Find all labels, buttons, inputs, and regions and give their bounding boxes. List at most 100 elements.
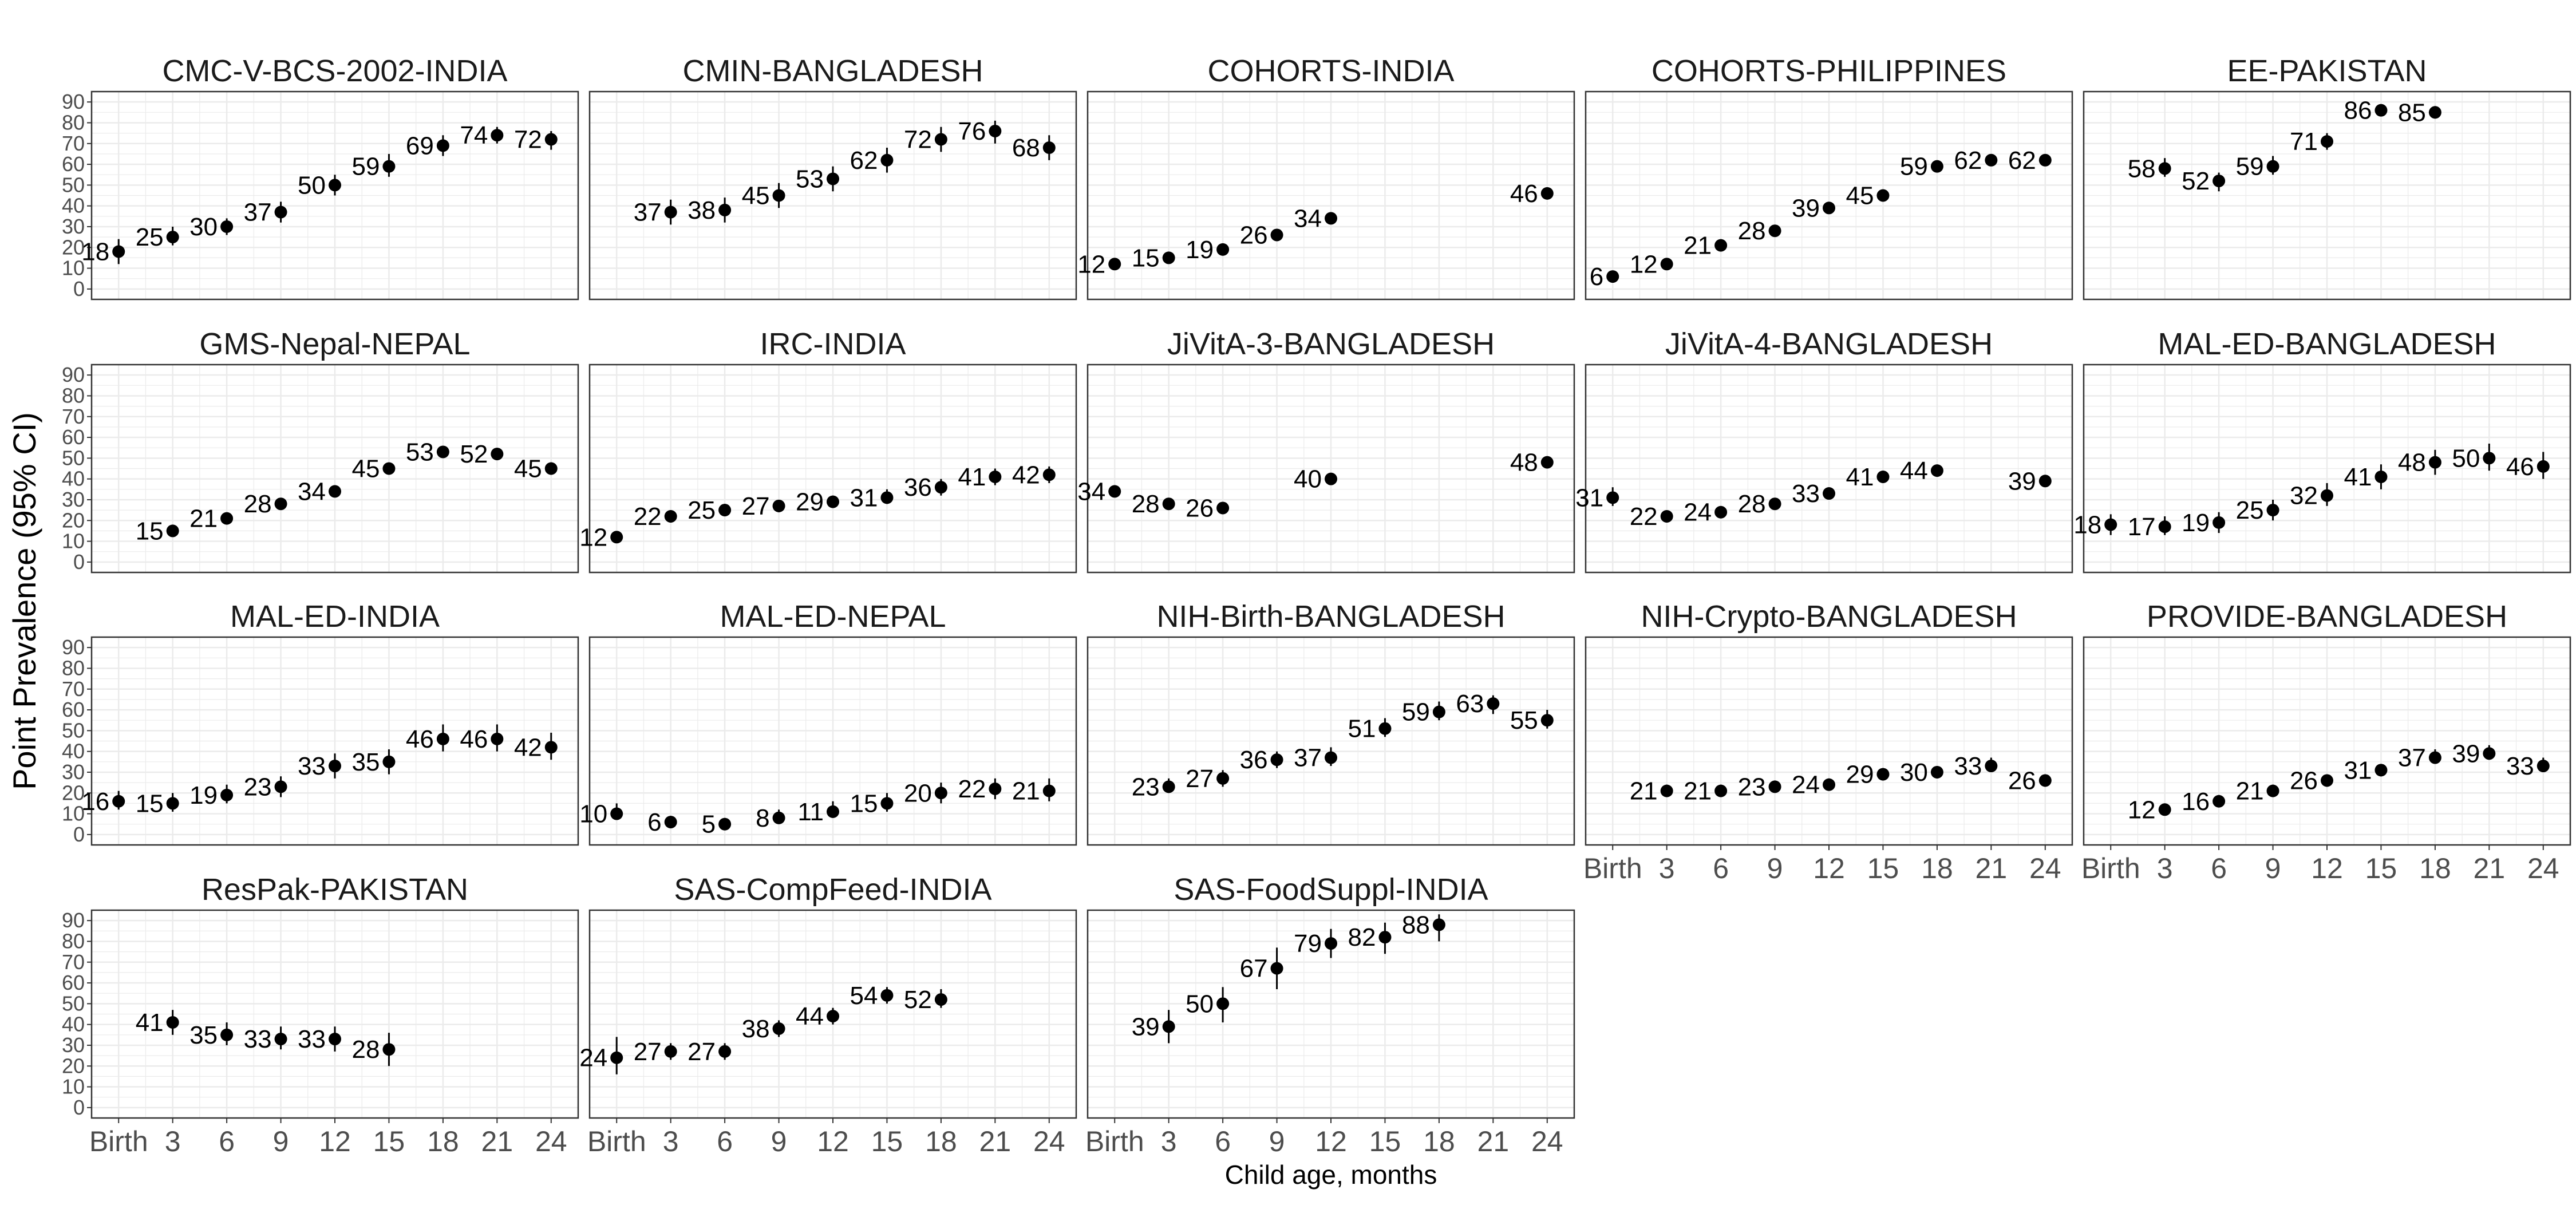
x-tick-label: 24 bbox=[2029, 852, 2061, 884]
data-label: 72 bbox=[514, 125, 542, 153]
data-label: 27 bbox=[688, 1038, 716, 1066]
data-label: 15 bbox=[850, 789, 878, 817]
y-tick-label: 70 bbox=[62, 132, 85, 155]
data-point bbox=[880, 491, 894, 504]
data-point bbox=[1876, 189, 1890, 202]
data-point bbox=[1606, 491, 1619, 504]
data-point bbox=[2038, 153, 2052, 167]
data-point bbox=[382, 462, 396, 475]
data-label: 8 bbox=[756, 804, 769, 832]
data-label: 29 bbox=[1846, 761, 1874, 789]
data-label: 31 bbox=[2344, 756, 2372, 784]
data-label: 39 bbox=[1132, 1013, 1160, 1041]
data-point bbox=[166, 1016, 179, 1029]
y-tick-label: 80 bbox=[62, 110, 85, 134]
data-point bbox=[1042, 468, 1056, 481]
panel-title: GMS-Nepal-NEPAL bbox=[199, 327, 470, 361]
x-tick-label: Birth bbox=[1085, 1125, 1144, 1157]
data-point bbox=[1108, 485, 1121, 498]
data-point bbox=[220, 220, 234, 233]
data-label: 48 bbox=[2398, 449, 2426, 477]
x-tick-label: 9 bbox=[1269, 1125, 1285, 1157]
data-label: 69 bbox=[406, 132, 434, 160]
x-tick-label: 21 bbox=[979, 1125, 1012, 1157]
data-label: 36 bbox=[904, 473, 932, 501]
data-label: 33 bbox=[1792, 480, 1820, 508]
data-point bbox=[664, 1045, 677, 1058]
data-point bbox=[544, 741, 558, 754]
data-point bbox=[382, 160, 396, 173]
y-tick-label: 10 bbox=[62, 1075, 85, 1099]
data-label: 59 bbox=[1900, 153, 1928, 181]
panel-border bbox=[2083, 90, 2571, 301]
data-point bbox=[436, 139, 449, 152]
y-tick-label: 80 bbox=[62, 384, 85, 407]
data-label: 41 bbox=[958, 463, 986, 491]
panel-title: NIH-Birth-BANGLADESH bbox=[1156, 599, 1505, 634]
data-label: 74 bbox=[460, 121, 488, 149]
data-label: 42 bbox=[514, 733, 542, 761]
data-point bbox=[1930, 765, 1943, 779]
data-label: 5 bbox=[702, 811, 716, 839]
data-label: 52 bbox=[2182, 167, 2210, 195]
data-label: 24 bbox=[579, 1044, 607, 1072]
y-tick-label: 10 bbox=[62, 802, 85, 825]
data-point bbox=[166, 231, 179, 244]
data-label: 76 bbox=[958, 117, 986, 145]
data-label: 18 bbox=[81, 238, 109, 266]
data-point bbox=[2374, 764, 2388, 777]
data-label: 28 bbox=[244, 490, 272, 518]
y-tick-label: 30 bbox=[62, 1033, 85, 1057]
data-point bbox=[1540, 714, 1554, 727]
data-label: 39 bbox=[1792, 194, 1820, 222]
data-label: 71 bbox=[2290, 128, 2318, 156]
data-label: 30 bbox=[1900, 758, 1928, 787]
data-point bbox=[880, 797, 894, 810]
data-point bbox=[1325, 472, 1337, 485]
panel-border bbox=[90, 90, 579, 301]
data-label: 24 bbox=[1792, 771, 1820, 799]
data-label: 15 bbox=[136, 517, 164, 545]
data-point bbox=[1162, 1020, 1175, 1033]
data-point bbox=[1714, 505, 1728, 519]
data-point bbox=[718, 504, 732, 517]
x-tick-label: 9 bbox=[2265, 852, 2281, 884]
data-point bbox=[772, 499, 785, 512]
data-label: 29 bbox=[796, 488, 824, 516]
data-point bbox=[1985, 760, 1998, 773]
x-tick-label: Birth bbox=[2081, 852, 2140, 884]
x-tick-label: Birth bbox=[587, 1125, 646, 1157]
data-point bbox=[1216, 243, 1230, 256]
data-point bbox=[1432, 705, 1445, 718]
x-tick-label: 18 bbox=[427, 1125, 459, 1157]
data-point bbox=[1042, 141, 1056, 155]
data-point bbox=[1985, 153, 1998, 167]
panel-title: MAL-ED-INDIA bbox=[230, 599, 440, 634]
data-point bbox=[544, 462, 558, 475]
y-tick-label: 10 bbox=[62, 530, 85, 553]
panel-border bbox=[1086, 636, 1575, 846]
x-tick-label: 15 bbox=[1867, 852, 1899, 884]
y-tick-label: 90 bbox=[62, 635, 85, 659]
panel-title: JiVitA-4-BANGLADESH bbox=[1665, 327, 1993, 361]
x-tick-label: 18 bbox=[1423, 1125, 1455, 1157]
data-point bbox=[1108, 258, 1121, 271]
data-label: 59 bbox=[351, 153, 380, 181]
data-label: 6 bbox=[1590, 263, 1603, 291]
y-tick-label: 60 bbox=[62, 698, 85, 721]
data-point bbox=[1325, 212, 1337, 225]
y-tick-label: 30 bbox=[62, 488, 85, 511]
data-label: 26 bbox=[2290, 767, 2318, 795]
data-point bbox=[1216, 772, 1230, 785]
data-label: 11 bbox=[797, 798, 824, 826]
data-label: 35 bbox=[351, 748, 380, 776]
y-tick-label: 0 bbox=[73, 550, 85, 574]
data-label: 19 bbox=[189, 781, 218, 809]
data-point bbox=[2428, 751, 2441, 764]
x-axis-title: Child age, months bbox=[1225, 1160, 1437, 1190]
data-label: 31 bbox=[1575, 484, 1603, 512]
x-tick-label: 3 bbox=[663, 1125, 679, 1157]
data-point bbox=[2158, 520, 2171, 534]
data-point bbox=[1162, 780, 1175, 793]
